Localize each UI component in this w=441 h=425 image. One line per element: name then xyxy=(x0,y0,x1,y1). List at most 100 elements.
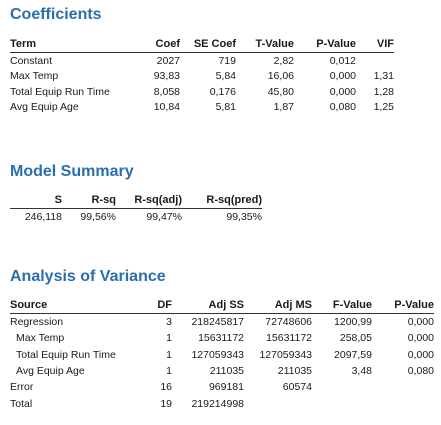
vif-cell: 1,31 xyxy=(373,70,394,83)
t-value-cell: 16,06 xyxy=(267,70,294,83)
p-value-cell: 0,000 xyxy=(407,316,434,329)
coefficients-title: Coefficients xyxy=(10,6,102,23)
t-value-cell: 1,87 xyxy=(273,101,294,114)
p-value-cell: 0,012 xyxy=(329,54,356,67)
table-row: Max Temp 93,83 5,84 16,06 0,000 1,31 xyxy=(10,69,394,85)
source-cell: Max Temp xyxy=(16,332,65,345)
anova-header-row: Source DF Adj SS Adj MS F-Value P-Value xyxy=(10,298,434,314)
anova-table: Source DF Adj SS Adj MS F-Value P-Value … xyxy=(10,298,434,412)
adj-ms-cell: 15631172 xyxy=(266,332,312,345)
adj-ms-cell xyxy=(244,395,312,411)
source-cell: Total xyxy=(10,397,33,410)
df-cell: 16 xyxy=(160,381,172,394)
source-cell: Regression xyxy=(10,316,64,329)
table-row: Regression 3 218245817 72748606 1200,99 … xyxy=(10,314,434,331)
p-value-cell xyxy=(372,395,434,411)
se-coef-cell: 0,176 xyxy=(209,85,236,98)
term-cell: Avg Equip Age xyxy=(10,101,79,114)
se-coef-cell: 5,84 xyxy=(215,70,236,83)
coefficients-table: Term Coef SE Coef T-Value P-Value VIF Co… xyxy=(10,37,394,115)
col-header-s: S xyxy=(10,193,62,209)
col-header-adj-ss: Adj SS xyxy=(172,298,244,314)
source-cell: Total Equip Run Time xyxy=(16,348,116,361)
col-header-coef: Coef xyxy=(138,37,180,53)
col-header-df: DF xyxy=(136,298,172,314)
term-cell: Max Temp xyxy=(10,70,59,83)
table-row: Total Equip Run Time 8,058 0,176 45,80 0… xyxy=(10,84,394,100)
col-header-r-sq-adj: R-sq(adj) xyxy=(116,193,182,209)
col-header-p-value: P-Value xyxy=(294,37,356,53)
adj-ss-cell: 127059343 xyxy=(191,348,244,361)
col-header-r-sq: R-sq xyxy=(62,193,116,209)
col-header-se-coef: SE Coef xyxy=(180,37,236,53)
col-header-r-sq-pred: R-sq(pred) xyxy=(182,193,262,209)
p-value-cell: 0,000 xyxy=(329,85,356,98)
table-row: Avg Equip Age 10,84 5,81 1,87 0,080 1,25 xyxy=(10,100,394,116)
p-value-cell: 0,000 xyxy=(407,332,434,345)
col-header-source: Source xyxy=(10,298,136,314)
table-row: Avg Equip Age 1 211035 211035 3,48 0,080 xyxy=(10,363,434,379)
col-header-vif: VIF xyxy=(356,37,394,53)
coef-cell: 10,84 xyxy=(153,101,180,114)
p-value-cell: 0,080 xyxy=(329,101,356,114)
vif-cell xyxy=(356,53,394,69)
se-coef-cell: 5,81 xyxy=(215,101,236,114)
adj-ms-cell: 211035 xyxy=(277,365,312,378)
anova-title: Analysis of Variance xyxy=(10,268,166,285)
model-summary-title: Model Summary xyxy=(10,163,134,180)
source-cell: Avg Equip Age xyxy=(16,365,85,378)
t-value-cell: 45,80 xyxy=(267,85,294,98)
table-row: Total Equip Run Time 1 127059343 1270593… xyxy=(10,347,434,363)
coef-cell: 2027 xyxy=(156,54,180,67)
col-header-term: Term xyxy=(10,37,138,53)
term-cell: Constant xyxy=(10,54,53,67)
adj-ms-cell: 60574 xyxy=(282,381,312,394)
p-value-cell: 0,000 xyxy=(407,348,434,361)
coef-cell: 8,058 xyxy=(153,85,180,98)
df-cell: 1 xyxy=(166,332,172,345)
df-cell: 3 xyxy=(166,316,172,329)
adj-ss-cell: 969181 xyxy=(208,381,244,394)
vif-cell: 1,28 xyxy=(373,85,394,98)
table-row: Max Temp 1 15631172 15631172 258,05 0,00… xyxy=(10,330,434,346)
df-cell: 19 xyxy=(160,397,172,410)
se-coef-cell: 719 xyxy=(218,54,236,67)
r-sq-adj-cell: 99,47% xyxy=(146,210,182,223)
p-value-cell xyxy=(372,379,434,395)
r-sq-pred-cell: 99,35% xyxy=(226,210,262,223)
adj-ss-cell: 218245817 xyxy=(191,316,244,329)
table-row: Total 19 219214998 xyxy=(10,395,434,411)
table-row: 246,118 99,56% 99,47% 99,35% xyxy=(10,209,262,225)
table-row: Constant 2027 719 2,82 0,012 xyxy=(10,53,394,69)
f-value-cell: 258,05 xyxy=(339,332,372,345)
vif-cell: 1,25 xyxy=(373,101,394,114)
adj-ss-cell: 15631172 xyxy=(198,332,244,345)
p-value-cell: 0,000 xyxy=(329,70,356,83)
f-value-cell xyxy=(312,395,372,411)
coef-cell: 93,83 xyxy=(153,70,180,83)
adj-ss-cell: 219214998 xyxy=(191,397,244,410)
r-sq-cell: 99,56% xyxy=(80,210,116,223)
adj-ms-cell: 72748606 xyxy=(265,316,312,329)
t-value-cell: 2,82 xyxy=(273,54,294,67)
col-header-t-value: T-Value xyxy=(236,37,294,53)
model-summary-table: S R-sq R-sq(adj) R-sq(pred) 246,118 99,5… xyxy=(10,193,262,225)
s-cell: 246,118 xyxy=(24,210,62,223)
coefficients-header-row: Term Coef SE Coef T-Value P-Value VIF xyxy=(10,37,394,53)
f-value-cell: 3,48 xyxy=(351,365,372,378)
f-value-cell: 2097,59 xyxy=(334,348,372,361)
df-cell: 1 xyxy=(166,365,172,378)
source-cell: Error xyxy=(10,381,34,394)
term-cell: Total Equip Run Time xyxy=(10,85,110,98)
adj-ss-cell: 211035 xyxy=(209,365,244,378)
df-cell: 1 xyxy=(166,348,172,361)
col-header-adj-ms: Adj MS xyxy=(244,298,312,314)
f-value-cell: 1200,99 xyxy=(334,316,372,329)
col-header-f-value: F-Value xyxy=(312,298,372,314)
col-header-p-value: P-Value xyxy=(372,298,434,314)
f-value-cell xyxy=(312,379,372,395)
model-summary-header-row: S R-sq R-sq(adj) R-sq(pred) xyxy=(10,193,262,209)
table-row: Error 16 969181 60574 xyxy=(10,379,434,395)
p-value-cell: 0,080 xyxy=(407,365,434,378)
adj-ms-cell: 127059343 xyxy=(259,348,312,361)
